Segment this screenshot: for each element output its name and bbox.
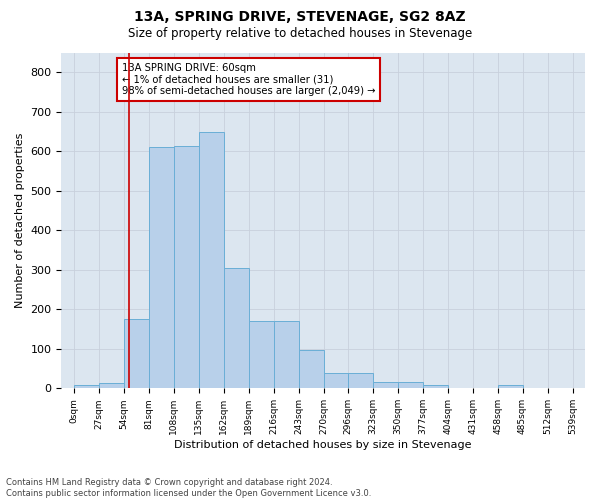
Bar [274, 321, 299, 388]
Bar [398, 382, 422, 388]
Text: Size of property relative to detached houses in Stevenage: Size of property relative to detached ho… [128, 28, 472, 40]
Bar [323, 374, 348, 388]
Y-axis label: Number of detached properties: Number of detached properties [15, 132, 25, 308]
Text: 13A, SPRING DRIVE, STEVENAGE, SG2 8AZ: 13A, SPRING DRIVE, STEVENAGE, SG2 8AZ [134, 10, 466, 24]
Bar [373, 382, 398, 388]
Bar [224, 268, 249, 388]
Text: 13A SPRING DRIVE: 60sqm
← 1% of detached houses are smaller (31)
98% of semi-det: 13A SPRING DRIVE: 60sqm ← 1% of detached… [122, 62, 375, 96]
Bar [199, 132, 224, 388]
X-axis label: Distribution of detached houses by size in Stevenage: Distribution of detached houses by size … [175, 440, 472, 450]
Bar [249, 321, 274, 388]
Bar [99, 383, 124, 388]
Bar [74, 385, 99, 388]
Text: Contains HM Land Registry data © Crown copyright and database right 2024.
Contai: Contains HM Land Registry data © Crown c… [6, 478, 371, 498]
Bar [149, 147, 174, 388]
Bar [124, 319, 149, 388]
Bar [422, 385, 448, 388]
Bar [348, 374, 373, 388]
Bar [174, 146, 199, 388]
Bar [299, 350, 323, 389]
Bar [497, 385, 523, 388]
